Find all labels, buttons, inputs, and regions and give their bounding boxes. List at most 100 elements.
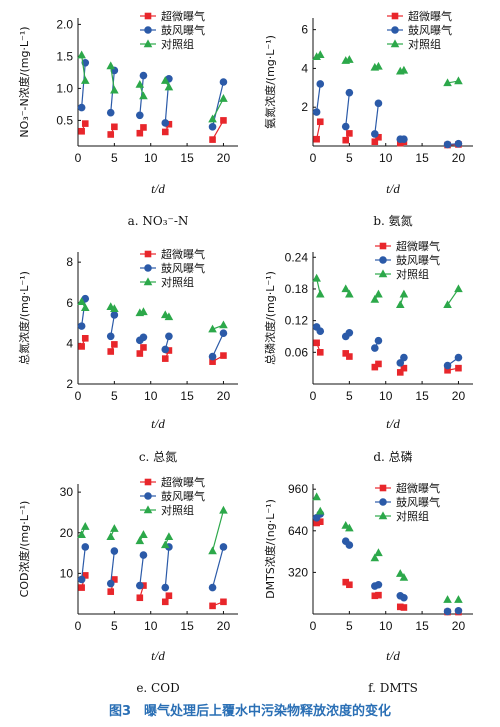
data-point xyxy=(375,360,382,368)
data-point xyxy=(219,78,228,86)
data-point xyxy=(81,572,89,579)
data-point xyxy=(399,289,409,298)
series-line xyxy=(81,546,86,580)
data-point xyxy=(396,603,404,611)
data-point xyxy=(136,581,144,590)
data-point xyxy=(375,591,382,599)
legend-label: 鼓风曝气 xyxy=(161,261,205,275)
data-point xyxy=(346,581,353,589)
data-point xyxy=(316,349,324,356)
data-point xyxy=(396,369,404,376)
data-point xyxy=(135,79,145,88)
data-point xyxy=(443,78,452,87)
series-line xyxy=(212,98,224,120)
data-point xyxy=(371,138,379,146)
data-point xyxy=(164,532,174,541)
x-tick-label: 20 xyxy=(217,619,231,633)
data-point xyxy=(374,61,383,70)
data-point xyxy=(219,505,228,514)
data-point xyxy=(81,543,90,551)
data-point xyxy=(80,522,90,530)
x-tick-label: 15 xyxy=(180,619,194,633)
x-tick-label: 5 xyxy=(111,619,118,633)
data-point xyxy=(220,117,227,124)
series-2 xyxy=(312,323,463,370)
series-line xyxy=(139,555,145,586)
data-point xyxy=(106,108,115,117)
data-point xyxy=(400,353,408,362)
data-point xyxy=(400,593,408,602)
x-axis-label: t/d xyxy=(386,648,400,663)
data-point xyxy=(77,50,86,59)
x-axis-label: t/d xyxy=(386,181,400,196)
data-point xyxy=(342,578,350,586)
y-axis-label: 总磷浓度/(mg·L⁻¹) xyxy=(263,271,277,365)
data-point xyxy=(371,592,379,600)
data-point xyxy=(315,506,325,515)
panel-caption: f. DMTS xyxy=(368,681,418,695)
data-point xyxy=(78,127,85,135)
legend-marker xyxy=(378,511,388,520)
y-tick-label: 30 xyxy=(60,485,74,499)
data-point xyxy=(374,548,383,557)
legend-marker xyxy=(391,12,399,20)
x-tick-label: 0 xyxy=(75,151,82,165)
data-point xyxy=(345,328,354,337)
data-point xyxy=(139,333,148,342)
data-point xyxy=(395,569,405,577)
data-point xyxy=(342,136,350,144)
y-tick-label: 4 xyxy=(66,336,73,350)
legend-label: 对照组 xyxy=(396,509,429,523)
data-point xyxy=(77,103,86,112)
data-point xyxy=(165,332,173,341)
data-point xyxy=(106,61,116,70)
x-axis-label: t/d xyxy=(386,416,400,431)
data-point xyxy=(111,576,118,583)
data-point xyxy=(139,71,148,80)
data-point xyxy=(374,289,383,298)
data-point xyxy=(315,50,325,59)
data-point xyxy=(161,583,170,592)
data-point xyxy=(161,355,169,362)
data-point xyxy=(371,363,379,371)
x-tick-label: 5 xyxy=(346,151,353,165)
x-tick-label: 5 xyxy=(111,389,118,403)
chart-panel-e: 10 20 30 0 5 10 15 20 COD浓度/(mg·L⁻¹) t/d e. COD 超微曝… xyxy=(17,475,238,695)
x-tick-label: 5 xyxy=(346,389,353,403)
data-point xyxy=(136,594,144,602)
chart-panel-a: 0.5 1.0 1.5 2.0 0 5 10 15 20 NO₃⁻-N浓度/(mg·L⁻¹) t/d… xyxy=(17,9,238,228)
data-point xyxy=(107,588,115,595)
series-line xyxy=(345,92,350,127)
data-point xyxy=(312,492,321,501)
data-point xyxy=(443,300,452,308)
data-point xyxy=(77,297,86,305)
series-1 xyxy=(313,518,462,616)
x-tick-label: 0 xyxy=(310,151,317,165)
x-tick-label: 15 xyxy=(180,389,194,403)
series-1 xyxy=(313,339,462,376)
data-point xyxy=(455,364,462,372)
legend-label: 对照组 xyxy=(161,275,194,289)
legend-label: 超微曝气 xyxy=(408,9,452,23)
series-line xyxy=(374,103,380,135)
legend-label: 鼓风曝气 xyxy=(396,495,440,509)
y-tick-label: 20 xyxy=(60,526,74,540)
data-point xyxy=(164,312,174,321)
chart-panel-c: 2 4 6 8 0 5 10 15 20 总氮浓度/(mg·L⁻¹) t/d c. 总氮 超微曝气鼓风曝… xyxy=(17,247,238,464)
data-point xyxy=(139,307,148,316)
x-tick-label: 0 xyxy=(310,619,317,633)
legend-marker xyxy=(144,26,152,34)
y-tick-label: 1.0 xyxy=(56,81,73,95)
data-point xyxy=(208,352,217,361)
x-tick-label: 5 xyxy=(111,151,118,165)
data-point xyxy=(345,88,354,97)
data-point xyxy=(316,80,325,88)
legend-marker xyxy=(144,264,152,272)
data-point xyxy=(346,353,353,360)
data-point xyxy=(160,540,170,549)
y-tick-label: 0.5 xyxy=(56,113,73,127)
data-point xyxy=(395,300,405,308)
